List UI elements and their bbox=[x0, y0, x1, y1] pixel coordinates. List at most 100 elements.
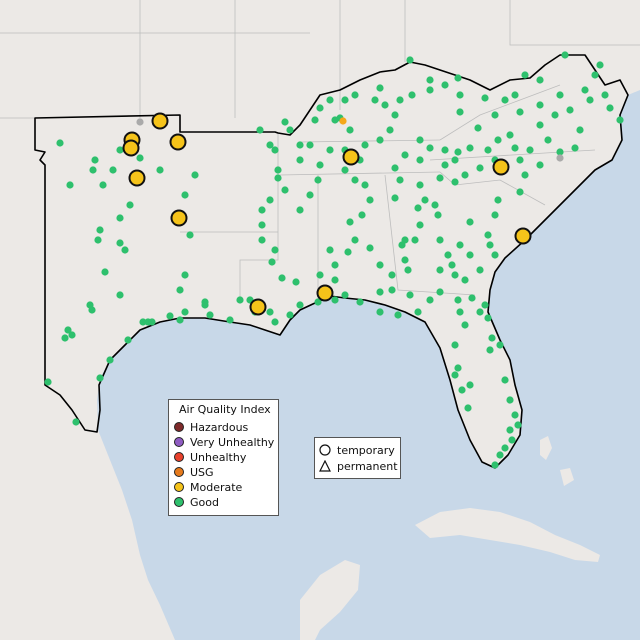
monitor-good[interactable] bbox=[274, 174, 282, 182]
monitor-good[interactable] bbox=[496, 451, 504, 459]
monitor-good[interactable] bbox=[566, 106, 574, 114]
monitor-good[interactable] bbox=[491, 111, 499, 119]
monitor-good[interactable] bbox=[474, 124, 482, 132]
monitor-good[interactable] bbox=[451, 178, 459, 186]
monitor-good[interactable] bbox=[414, 204, 422, 212]
monitor-good[interactable] bbox=[361, 141, 369, 149]
monitor-good[interactable] bbox=[271, 146, 279, 154]
monitor-good[interactable] bbox=[491, 461, 499, 469]
monitor-good[interactable] bbox=[444, 251, 452, 259]
monitor-moderate[interactable] bbox=[514, 227, 532, 245]
monitor-good[interactable] bbox=[556, 91, 564, 99]
monitor-good[interactable] bbox=[506, 426, 514, 434]
monitor-good[interactable] bbox=[121, 246, 129, 254]
monitor-good[interactable] bbox=[426, 86, 434, 94]
monitor-good[interactable] bbox=[536, 76, 544, 84]
monitor-good[interactable] bbox=[66, 181, 74, 189]
monitor-good[interactable] bbox=[484, 146, 492, 154]
monitor-good[interactable] bbox=[481, 94, 489, 102]
monitor-good[interactable] bbox=[456, 91, 464, 99]
monitor-good[interactable] bbox=[406, 56, 414, 64]
monitor-good[interactable] bbox=[514, 421, 522, 429]
monitor-good[interactable] bbox=[456, 241, 464, 249]
monitor-moderate[interactable] bbox=[151, 112, 169, 130]
monitor-good[interactable] bbox=[466, 381, 474, 389]
monitor-good[interactable] bbox=[68, 331, 76, 339]
monitor-good[interactable] bbox=[91, 156, 99, 164]
monitor-good[interactable] bbox=[488, 334, 496, 342]
monitor-good[interactable] bbox=[268, 258, 276, 266]
monitor-good[interactable] bbox=[64, 326, 72, 334]
monitor-moderate[interactable] bbox=[249, 298, 267, 316]
monitor-good[interactable] bbox=[476, 266, 484, 274]
monitor-good[interactable] bbox=[556, 148, 564, 156]
monitor-good[interactable] bbox=[366, 244, 374, 252]
monitor-good[interactable] bbox=[561, 51, 569, 59]
monitor-good[interactable] bbox=[606, 104, 614, 112]
monitor-good[interactable] bbox=[376, 308, 384, 316]
monitor-good[interactable] bbox=[521, 171, 529, 179]
monitor-good[interactable] bbox=[186, 231, 194, 239]
monitor-good[interactable] bbox=[396, 176, 404, 184]
monitor-good[interactable] bbox=[451, 371, 459, 379]
monitor-good[interactable] bbox=[421, 196, 429, 204]
monitor-good[interactable] bbox=[356, 298, 364, 306]
monitor-good[interactable] bbox=[271, 318, 279, 326]
monitor-good[interactable] bbox=[476, 308, 484, 316]
monitor-good[interactable] bbox=[266, 308, 274, 316]
monitor-moderate[interactable] bbox=[128, 169, 146, 187]
monitor-good[interactable] bbox=[481, 301, 489, 309]
monitor-good[interactable] bbox=[408, 91, 416, 99]
monitor-good[interactable] bbox=[586, 96, 594, 104]
monitor-good[interactable] bbox=[181, 191, 189, 199]
monitor-good[interactable] bbox=[116, 239, 124, 247]
monitor-moderate[interactable] bbox=[170, 209, 188, 227]
monitor-good[interactable] bbox=[314, 298, 322, 306]
monitor-moderate[interactable] bbox=[316, 284, 334, 302]
monitor-good[interactable] bbox=[454, 296, 462, 304]
monitor-good[interactable] bbox=[296, 156, 304, 164]
monitor-good[interactable] bbox=[126, 201, 134, 209]
monitor-good[interactable] bbox=[391, 194, 399, 202]
monitor-good[interactable] bbox=[388, 271, 396, 279]
monitor-good[interactable] bbox=[306, 141, 314, 149]
monitor-good[interactable] bbox=[371, 96, 379, 104]
monitor-good[interactable] bbox=[376, 136, 384, 144]
monitor-good[interactable] bbox=[416, 156, 424, 164]
monitor-good[interactable] bbox=[406, 291, 414, 299]
monitor-good[interactable] bbox=[296, 301, 304, 309]
monitor-good[interactable] bbox=[136, 154, 144, 162]
monitor-moderate[interactable] bbox=[169, 133, 187, 151]
monitor-good[interactable] bbox=[346, 218, 354, 226]
monitor-good[interactable] bbox=[331, 276, 339, 284]
monitor-good[interactable] bbox=[386, 126, 394, 134]
monitor-good[interactable] bbox=[494, 136, 502, 144]
monitor-good[interactable] bbox=[88, 306, 96, 314]
monitor-good[interactable] bbox=[441, 146, 449, 154]
monitor-good[interactable] bbox=[351, 176, 359, 184]
monitor-good[interactable] bbox=[281, 118, 289, 126]
monitor-good[interactable] bbox=[366, 196, 374, 204]
monitor-good[interactable] bbox=[416, 136, 424, 144]
monitor-good[interactable] bbox=[56, 139, 64, 147]
monitor-good[interactable] bbox=[454, 74, 462, 82]
monitor-good[interactable] bbox=[436, 266, 444, 274]
monitor-good[interactable] bbox=[401, 151, 409, 159]
monitor-good[interactable] bbox=[376, 288, 384, 296]
monitor-good[interactable] bbox=[72, 418, 80, 426]
monitor-good[interactable] bbox=[521, 71, 529, 79]
monitor-good[interactable] bbox=[416, 181, 424, 189]
monitor-good[interactable] bbox=[61, 334, 69, 342]
monitor-good[interactable] bbox=[314, 176, 322, 184]
monitor-good[interactable] bbox=[511, 411, 519, 419]
monitor-good[interactable] bbox=[388, 286, 396, 294]
monitor-good[interactable] bbox=[456, 108, 464, 116]
monitor-good[interactable] bbox=[484, 231, 492, 239]
monitor-good[interactable] bbox=[506, 396, 514, 404]
monitor-good[interactable] bbox=[398, 241, 406, 249]
monitor-good[interactable] bbox=[431, 201, 439, 209]
monitor-good[interactable] bbox=[306, 191, 314, 199]
monitor-good[interactable] bbox=[116, 214, 124, 222]
monitor-good[interactable] bbox=[466, 251, 474, 259]
monitor-good[interactable] bbox=[316, 161, 324, 169]
